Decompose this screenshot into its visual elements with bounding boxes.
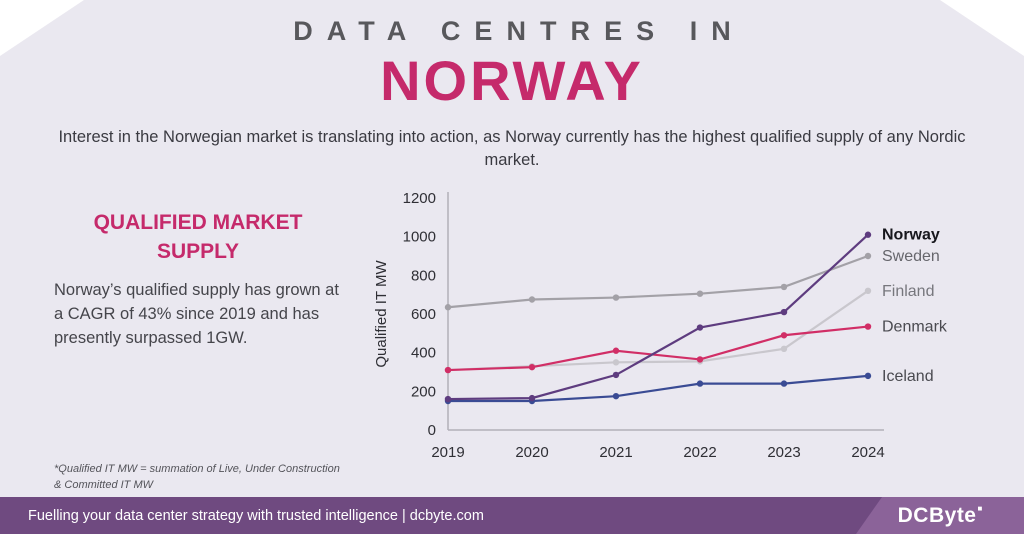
data-point-denmark bbox=[444, 366, 452, 374]
section-heading: QUALIFIED MARKET SUPPLY bbox=[93, 211, 303, 264]
data-point-iceland bbox=[864, 372, 872, 380]
x-tick-label: 2021 bbox=[599, 444, 632, 461]
series-line-finland bbox=[447, 289, 869, 372]
data-point-norway bbox=[528, 394, 536, 402]
section-body: Norway’s qualified supply has grown at a… bbox=[54, 280, 339, 347]
data-point-sweden bbox=[780, 283, 788, 291]
data-point-norway bbox=[696, 324, 704, 331]
y-tick-label: 400 bbox=[411, 345, 436, 362]
data-point-sweden bbox=[612, 294, 620, 301]
x-tick-label: 2020 bbox=[515, 444, 548, 461]
x-tick-label: 2019 bbox=[431, 444, 464, 461]
corner-cut-top-right bbox=[940, 0, 1024, 56]
data-point-sweden bbox=[864, 252, 872, 260]
qualified-supply-line-chart: 0 200 400 600 800 1000 1200 2019 2020 2021 2022 202… bbox=[373, 190, 948, 461]
data-point-iceland bbox=[696, 380, 704, 387]
y-tick-label: 1200 bbox=[403, 190, 436, 207]
data-point-iceland bbox=[612, 392, 620, 400]
data-point-finland bbox=[612, 359, 620, 366]
logo-band: DCByte ■ bbox=[856, 497, 1024, 534]
series-line-iceland bbox=[448, 374, 869, 403]
data-point-sweden bbox=[696, 290, 704, 297]
data-point-sweden bbox=[444, 304, 452, 311]
footer-bar: Fuelling your data center strategy with … bbox=[0, 497, 1024, 534]
subtitle: Interest in the Norwegian market is tran… bbox=[58, 128, 966, 169]
data-point-denmark bbox=[864, 323, 872, 330]
data-point-denmark bbox=[528, 363, 536, 371]
data-point-sweden bbox=[528, 296, 536, 303]
footnote: *Qualified IT MW = summation of Live, Un… bbox=[54, 463, 340, 492]
chart-area: 0 200 400 600 800 1000 1200 2019 2020 2021 2022 202… bbox=[366, 182, 1006, 479]
data-point-iceland bbox=[780, 380, 788, 387]
y-tick-label: 1000 bbox=[403, 229, 436, 246]
data-point-norway bbox=[612, 371, 620, 379]
y-tick-label: 0 bbox=[428, 422, 436, 439]
y-tick-label: 800 bbox=[411, 267, 436, 284]
series-label-iceland: Iceland bbox=[882, 368, 934, 385]
page-title: NORWAY bbox=[380, 49, 644, 112]
x-tick-label: 2022 bbox=[683, 444, 716, 461]
data-point-norway bbox=[444, 395, 452, 403]
x-tick-label: 2023 bbox=[767, 444, 800, 461]
corner-cut-top-left bbox=[0, 0, 84, 56]
data-point-denmark bbox=[612, 347, 620, 354]
data-point-finland bbox=[780, 345, 788, 352]
series-line-sweden bbox=[447, 254, 869, 309]
kicker-text: DATA CENTRES IN bbox=[293, 16, 745, 46]
footer-tagline: Fuelling your data center strategy with … bbox=[28, 507, 484, 524]
series-label-finland: Finland bbox=[882, 283, 934, 300]
series-line-denmark bbox=[447, 325, 869, 372]
series-label-norway: Norway bbox=[882, 227, 940, 244]
left-panel: QUALIFIED MARKET SUPPLY Norway’s qualifi… bbox=[54, 208, 342, 500]
data-point-norway bbox=[864, 231, 872, 238]
data-point-denmark bbox=[780, 332, 788, 339]
data-point-norway bbox=[780, 308, 788, 316]
dcbyte-logo: DCByte bbox=[897, 503, 977, 527]
logo-dot-icon: ■ bbox=[977, 504, 983, 513]
y-tick-label: 200 bbox=[411, 383, 436, 400]
series-line-norway bbox=[447, 233, 869, 401]
series-label-denmark: Denmark bbox=[882, 319, 948, 336]
y-axis-title: Qualified IT MW bbox=[373, 260, 390, 368]
data-point-finland bbox=[864, 287, 872, 294]
data-point-denmark bbox=[696, 356, 704, 363]
series-label-sweden: Sweden bbox=[882, 248, 940, 265]
header: DATA CENTRES IN NORWAY bbox=[0, 0, 1024, 112]
y-tick-label: 600 bbox=[411, 306, 436, 323]
main-content: QUALIFIED MARKET SUPPLY Norway’s qualifi… bbox=[0, 172, 1024, 500]
x-tick-label: 2024 bbox=[851, 444, 884, 461]
